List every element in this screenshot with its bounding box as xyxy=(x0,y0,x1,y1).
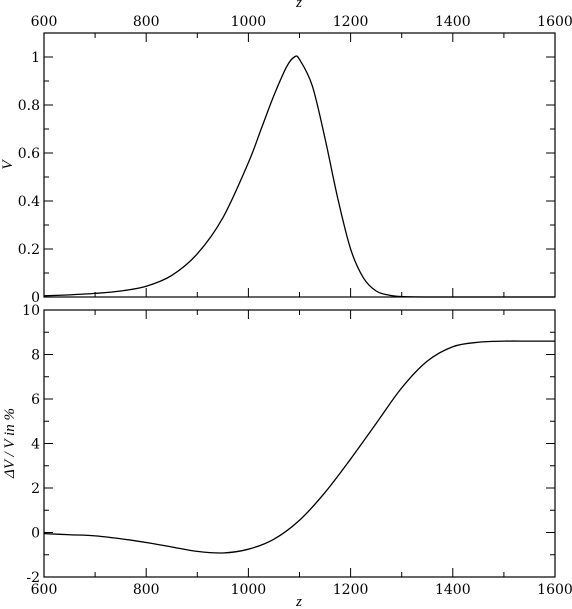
top-x-tick-label: 600 xyxy=(31,14,58,30)
top-x-tick-label: 1600 xyxy=(537,14,572,30)
top-y-axis-title: V xyxy=(0,159,16,170)
top-y-tick-label: 0.6 xyxy=(18,146,40,162)
bottom-series-line xyxy=(43,340,555,554)
bottom-tick-label-group: 600 800 1000 1200 1400 1600 -2 0 2 4 6 8 10 xyxy=(22,303,572,598)
top-tick-group xyxy=(43,33,556,298)
chart-bottom-panel: 600 800 1000 1200 1400 1600 -2 0 2 4 6 8 10 z ΔV / V… xyxy=(2,303,572,609)
top-y-tick-label: 0 xyxy=(31,290,40,306)
top-x-tick-label: 1200 xyxy=(333,14,369,30)
top-tick-label-group: 600 800 1000 1200 1400 1600 0 0.2 0.4 0.6 0.8 1 xyxy=(18,14,572,306)
top-y-tick-label: 0.8 xyxy=(18,98,40,114)
top-y-tick-label: 0.4 xyxy=(18,194,40,210)
top-x-tick-label: 1400 xyxy=(435,14,471,30)
bottom-y-tick-label: 0 xyxy=(31,526,40,542)
bottom-x-axis-title: z xyxy=(295,594,302,609)
bottom-y-tick-label: 8 xyxy=(31,348,40,364)
top-y-tick-label: 0.2 xyxy=(18,242,40,258)
bottom-y-tick-label: 4 xyxy=(31,437,40,453)
bottom-x-tick-label: 600 xyxy=(31,582,58,598)
bottom-y-axis-title: ΔV / V in % xyxy=(2,408,18,479)
top-y-tick-label: 1 xyxy=(31,50,40,66)
top-plot-frame xyxy=(43,32,556,298)
bottom-x-tick-label: 1000 xyxy=(231,582,267,598)
bottom-x-tick-label: 800 xyxy=(133,582,160,598)
bottom-x-tick-label: 1600 xyxy=(537,582,572,598)
bottom-y-tick-label: 10 xyxy=(22,303,40,319)
bottom-tick-group xyxy=(43,309,556,578)
top-series-line xyxy=(43,55,555,298)
bottom-x-tick-label: 1400 xyxy=(435,582,471,598)
bottom-y-tick-label: -2 xyxy=(26,570,40,586)
bottom-y-tick-label: 2 xyxy=(31,481,40,497)
chart-top-panel: 600 800 1000 1200 1400 1600 0 0.2 0.4 0.6 0.8 1 z V xyxy=(0,0,572,306)
top-x-axis-title: z xyxy=(295,0,302,11)
bottom-y-tick-label: 6 xyxy=(31,392,40,408)
bottom-x-tick-label: 1200 xyxy=(333,582,369,598)
top-x-tick-label: 800 xyxy=(133,14,160,30)
bottom-plot-frame xyxy=(43,309,556,578)
top-x-tick-label: 1000 xyxy=(231,14,267,30)
